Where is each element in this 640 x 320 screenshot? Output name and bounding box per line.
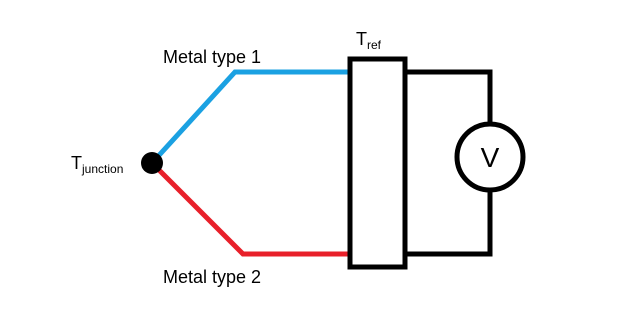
label-main: T — [356, 29, 367, 49]
label-main: T — [71, 153, 82, 173]
reference-block — [347, 56, 408, 270]
junction-label: Tjunction — [71, 153, 123, 176]
wire-label: Metal type 2 — [163, 267, 261, 287]
meter-wire-top — [406, 69, 493, 124]
voltmeter — [454, 121, 526, 193]
reference-label: Tref — [356, 29, 382, 52]
meter-wire-bottom — [406, 190, 493, 257]
metal-wire-2 — [150, 161, 350, 257]
wire-label: Metal type 1 — [163, 47, 261, 67]
metal-wire-1 — [150, 69, 350, 165]
meter-label: V — [481, 142, 500, 173]
junction-dot — [141, 152, 163, 174]
label-sub: junction — [81, 162, 123, 176]
label-sub: ref — [367, 38, 382, 52]
